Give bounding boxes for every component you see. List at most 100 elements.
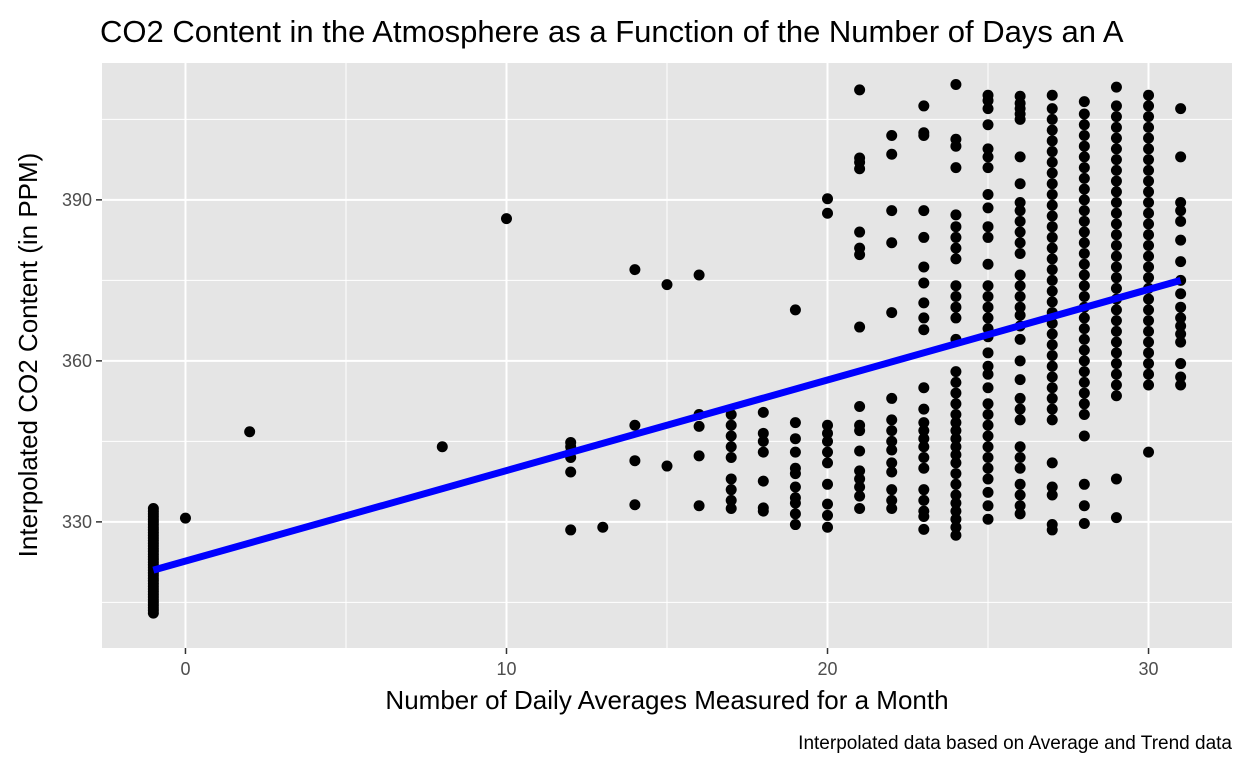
data-point [1143, 175, 1155, 187]
data-point [950, 449, 962, 461]
data-point [1143, 315, 1155, 327]
data-point [918, 494, 930, 506]
data-point [1078, 517, 1090, 529]
y-axis: 330 360 390 [62, 190, 102, 532]
data-point [629, 264, 641, 276]
data-point [1078, 237, 1090, 249]
data-point [1078, 430, 1090, 442]
data-point [1046, 328, 1058, 340]
data-point [1175, 336, 1187, 348]
data-point [725, 451, 737, 463]
data-point [886, 435, 898, 447]
data-point [1143, 132, 1155, 144]
data-point [693, 450, 705, 462]
data-point [918, 403, 930, 415]
data-point [950, 409, 962, 421]
data-point [1143, 229, 1155, 241]
data-point [789, 519, 801, 531]
data-point [1078, 280, 1090, 292]
data-point [1078, 215, 1090, 227]
data-point [982, 103, 994, 115]
data-point [1175, 197, 1187, 209]
data-point [1046, 167, 1058, 179]
data-point [1110, 218, 1122, 230]
data-point [1078, 500, 1090, 512]
data-point [854, 490, 866, 502]
data-point [886, 414, 898, 426]
data-point [179, 512, 191, 524]
data-point [1110, 512, 1122, 524]
data-point [1175, 234, 1187, 246]
data-point [982, 462, 994, 474]
chart-title: CO2 Content in the Atmosphere as a Funct… [100, 14, 1124, 49]
data-point [1143, 358, 1155, 370]
data-point [854, 226, 866, 238]
data-point [1143, 111, 1155, 123]
data-point [822, 478, 834, 490]
data-point [661, 460, 673, 472]
data-point [982, 419, 994, 431]
data-point [950, 253, 962, 265]
data-point [1110, 261, 1122, 273]
data-point [950, 312, 962, 324]
data-point [1046, 135, 1058, 147]
data-point [1078, 108, 1090, 120]
data-point [1110, 390, 1122, 402]
data-point [789, 462, 801, 474]
data-point [1110, 368, 1122, 380]
data-point [1143, 121, 1155, 133]
data-point [1110, 315, 1122, 327]
data-point [982, 486, 994, 498]
data-point [822, 498, 834, 510]
data-point [886, 494, 898, 506]
data-point [1110, 132, 1122, 144]
data-point [1014, 500, 1026, 512]
data-point [1110, 164, 1122, 176]
data-point [854, 242, 866, 254]
data-point [1110, 175, 1122, 187]
data-point [1143, 272, 1155, 284]
data-point [950, 497, 962, 509]
data-point [918, 205, 930, 217]
data-point [1046, 371, 1058, 383]
data-point [1046, 156, 1058, 168]
data-point [1014, 280, 1026, 292]
data-point [1143, 325, 1155, 337]
data-point [1110, 207, 1122, 219]
data-point [982, 347, 994, 359]
data-point [789, 481, 801, 493]
data-point [1143, 186, 1155, 198]
data-point [1014, 478, 1026, 490]
data-point [1078, 248, 1090, 260]
data-point [982, 441, 994, 453]
data-point [1175, 320, 1187, 332]
data-point [1110, 154, 1122, 166]
y-axis-title: Interpolated CO2 Content (in PPM) [13, 153, 43, 558]
data-point [1014, 301, 1026, 313]
data-points [147, 78, 1187, 619]
data-point [950, 209, 962, 221]
data-point [886, 425, 898, 437]
data-point [1078, 226, 1090, 238]
data-point [1143, 446, 1155, 458]
data-point [1175, 358, 1187, 370]
data-point [1110, 239, 1122, 251]
data-point [1014, 215, 1026, 227]
x-axis: 0 10 20 30 [180, 648, 1159, 679]
data-point [1014, 451, 1026, 463]
data-point [1014, 508, 1026, 520]
data-point [950, 505, 962, 517]
data-point [918, 231, 930, 243]
data-point [757, 446, 769, 458]
data-point [1175, 215, 1187, 227]
data-point [918, 417, 930, 429]
data-point [147, 502, 159, 514]
data-point [1046, 199, 1058, 211]
y-tick-label: 390 [62, 190, 92, 210]
data-point [950, 290, 962, 302]
data-point [982, 188, 994, 200]
data-point [918, 484, 930, 496]
data-point [854, 84, 866, 96]
data-point [1175, 301, 1187, 313]
